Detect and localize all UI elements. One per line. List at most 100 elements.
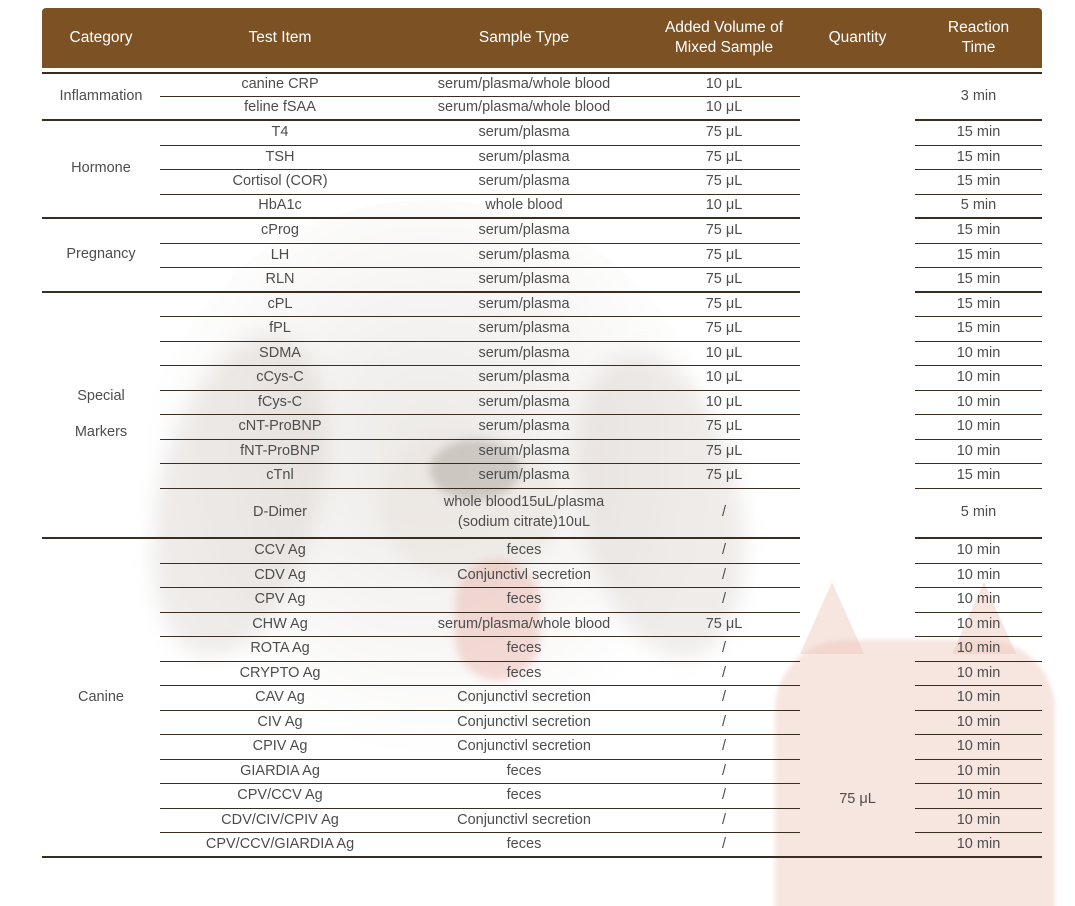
reaction-time-cell: 15 min: [915, 464, 1042, 489]
test-item-cell: ROTA Ag: [160, 637, 400, 662]
sample-type-cell: feces: [400, 588, 648, 613]
reaction-time-cell: 10 min: [915, 391, 1042, 416]
volume-cell: /: [648, 539, 800, 564]
sample-type-cell: serum/plasma: [400, 268, 648, 293]
reaction-time-cell: 15 min: [915, 268, 1042, 293]
test-item-cell: SDMA: [160, 342, 400, 367]
sample-type-cell: serum/plasma: [400, 415, 648, 440]
volume-cell: /: [648, 662, 800, 687]
table-row: SDMA serum/plasma 10 μL 10 min: [42, 342, 1042, 367]
reaction-time-cell: 10 min: [915, 415, 1042, 440]
reaction-time-cell: 10 min: [915, 342, 1042, 367]
table-row: CDV/CIV/CPIV Ag Conjunctivl secretion/ 10 …: [42, 809, 1042, 834]
volume-cell: 75 μL: [648, 317, 800, 342]
volume-cell: /: [648, 637, 800, 662]
reaction-time-cell: 10 min: [915, 637, 1042, 662]
category-cell: Hormone: [42, 121, 160, 220]
reaction-time-cell: 10 min: [915, 662, 1042, 687]
sample-type-cell: serum/plasma: [400, 440, 648, 465]
volume-cell: 10 μL: [648, 72, 800, 97]
test-item-cell: CPV Ag: [160, 588, 400, 613]
table-body: Inflammation canine CRP serum/plasma/whole…: [42, 72, 1042, 858]
test-item-cell: cTnl: [160, 464, 400, 489]
category-label: Pregnancy: [66, 246, 136, 263]
column-header-category: Category: [42, 8, 160, 72]
volume-cell: 10 μL: [648, 366, 800, 391]
reaction-time-cell: 10 min: [915, 366, 1042, 391]
volume-cell: 10 μL: [648, 342, 800, 367]
sample-type-cell: serum/plasma: [400, 244, 648, 269]
sample-type-cell: Conjunctivl secretion: [400, 809, 648, 834]
sample-type-cell: whole blood: [400, 195, 648, 220]
volume-cell: /: [648, 489, 800, 540]
test-item-cell: CPV/CCV/GIARDIA Ag: [160, 833, 400, 858]
table-row: Cortisol (COR) serum/plasma 75 μL 15 min: [42, 170, 1042, 195]
sample-type-cell: serum/plasma: [400, 170, 648, 195]
table-row: Hormone T4 serum/plasma 75 μL 15 min: [42, 121, 1042, 220]
volume-cell: 75 μL: [648, 121, 800, 146]
test-items-table: Category Test Item Sample Type Added Vol…: [42, 8, 1042, 858]
reaction-time-cell: 10 min: [915, 564, 1042, 589]
volume-cell: /: [648, 686, 800, 711]
category-cell: Inflammation: [42, 72, 160, 122]
volume-cell: 75 μL: [648, 440, 800, 465]
sample-type-cell: Conjunctivl secretion: [400, 711, 648, 736]
test-item-cell: T4: [160, 121, 400, 146]
reaction-time-cell: 10 min: [915, 760, 1042, 785]
sample-type-cell: feces: [400, 833, 648, 858]
test-item-cell: fNT-ProBNP: [160, 440, 400, 465]
test-item-cell: CPV/CCV Ag: [160, 784, 400, 809]
table-row: ROTA Ag feces/ 10 min: [42, 637, 1042, 662]
table-row: feline fSAA serum/plasma/whole blood 10 μL: [42, 97, 1042, 122]
sample-type-cell: serum/plasma: [400, 146, 648, 171]
category-cell: Canine: [42, 539, 160, 858]
volume-cell: 75 μL: [648, 244, 800, 269]
sample-type-cell: serum/plasma: [400, 121, 648, 146]
category-label: Canine: [78, 688, 124, 705]
table-row: HbA1c whole blood 10 μL 5 min: [42, 195, 1042, 220]
test-item-cell: RLN: [160, 268, 400, 293]
volume-cell: 75 μL: [648, 219, 800, 244]
sample-type-cell: feces: [400, 760, 648, 785]
sample-type-cell: feces: [400, 662, 648, 687]
volume-cell: 10 μL: [648, 391, 800, 416]
test-item-cell: fPL: [160, 317, 400, 342]
sample-type-cell: Conjunctivl secretion: [400, 686, 648, 711]
column-header-label: Reaction Time: [947, 18, 1010, 56]
reaction-time-cell: 10 min: [915, 833, 1042, 858]
sample-type-cell: serum/plasma: [400, 464, 648, 489]
test-item-cell: CCV Ag: [160, 539, 400, 564]
sample-type-cell: serum/plasma: [400, 342, 648, 367]
column-header-label: Sample Type: [478, 28, 570, 46]
reaction-time-cell: 10 min: [915, 784, 1042, 809]
sample-type-cell: feces: [400, 637, 648, 662]
test-item-cell: CRYPTO Ag: [160, 662, 400, 687]
test-item-cell: TSH: [160, 146, 400, 171]
test-item-cell: LH: [160, 244, 400, 269]
column-header-reaction-time: Reaction Time: [915, 8, 1042, 72]
table-row: TSH serum/plasma 75 μL 15 min: [42, 146, 1042, 171]
volume-cell: 75 μL: [648, 268, 800, 293]
reaction-time-cell: 15 min: [915, 293, 1042, 318]
sample-type-cell: serum/plasma: [400, 219, 648, 244]
column-header-label: Added Volume of Mixed Sample: [664, 18, 784, 56]
volume-cell: /: [648, 784, 800, 809]
volume-cell: 75 μL: [648, 146, 800, 171]
volume-cell: 75 μL: [648, 170, 800, 195]
table-row: CIV Ag Conjunctivl secretion/ 10 min: [42, 711, 1042, 736]
table-row: cCys-C serum/plasma 10 μL 10 min: [42, 366, 1042, 391]
table-row: fCys-C serum/plasma 10 μL 10 min: [42, 391, 1042, 416]
volume-cell: 75 μL: [648, 415, 800, 440]
table-row: Pregnancy cProg serum/plasma 75 μL 15 min: [42, 219, 1042, 293]
test-item-cell: CPIV Ag: [160, 735, 400, 760]
sample-type-cell: serum/plasma: [400, 391, 648, 416]
reaction-time-cell: 10 min: [915, 686, 1042, 711]
reaction-time-cell: 10 min: [915, 613, 1042, 638]
test-item-cell: D-Dimer: [160, 489, 400, 540]
reaction-time-cell: 15 min: [915, 146, 1042, 171]
reaction-time-cell: 15 min: [915, 244, 1042, 269]
column-header-label: Test Item: [248, 28, 312, 46]
test-item-cell: CDV/CIV/CPIV Ag: [160, 809, 400, 834]
reaction-time-cell: 10 min: [915, 539, 1042, 564]
